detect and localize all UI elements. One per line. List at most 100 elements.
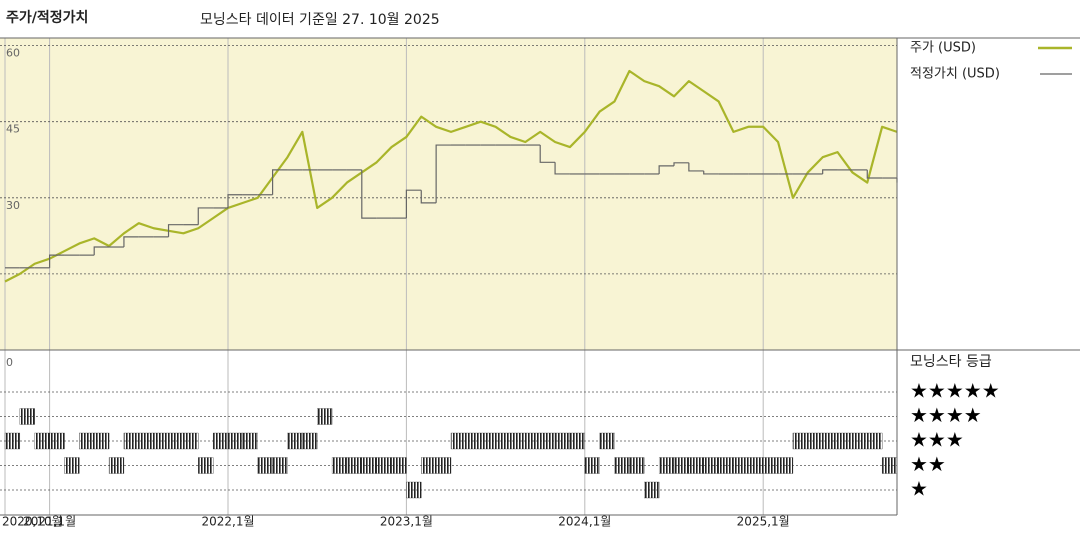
x-tick-label: 2025,1월: [737, 515, 790, 529]
rating-bar: [406, 481, 422, 499]
rating-bar: [718, 457, 734, 474]
rating-bar: [540, 432, 556, 450]
fair-value-step: [673, 162, 689, 166]
rating-bar: [257, 457, 273, 474]
rating-bar: [763, 457, 779, 474]
rating-bar: [153, 432, 169, 450]
legend-label: 적정가치 (USD): [910, 67, 1000, 82]
fair-value-step: [49, 254, 65, 268]
rating-bar: [183, 432, 199, 450]
rating-bar: [599, 432, 615, 450]
x-tick-label: 2021,1월: [23, 515, 76, 529]
fair-value-step: [93, 246, 110, 256]
star-label: ★★★★: [910, 403, 982, 427]
y-tick-label: 30: [6, 199, 20, 212]
rating-bar: [94, 432, 110, 450]
rating-bar: [242, 432, 258, 450]
star-label: ★★: [910, 452, 946, 476]
rating-bar: [138, 432, 154, 450]
rating-bar: [644, 481, 660, 499]
rating-bar: [49, 432, 65, 450]
fair-value-step: [539, 145, 556, 163]
rating-bar: [227, 432, 244, 450]
x-tick-label: 2022,1월: [201, 515, 254, 529]
rating-bar: [510, 432, 526, 450]
strip-title: 모닝스타 등급: [910, 354, 992, 370]
rating-bar: [837, 432, 853, 450]
rating-bar: [64, 457, 80, 474]
rating-bar: [584, 457, 600, 474]
rating-bar: [673, 457, 690, 474]
plot-background: [0, 38, 897, 350]
rating-bar: [822, 432, 838, 450]
star-label: ★★★: [910, 428, 964, 452]
rating-bar: [4, 432, 21, 450]
rating-bar: [658, 457, 675, 474]
rating-bar: [881, 457, 898, 474]
fair-value-step: [197, 207, 214, 225]
rating-bar: [435, 457, 452, 474]
rating-bar: [703, 457, 719, 474]
rating-bar: [19, 408, 35, 425]
rating-bar: [302, 432, 318, 450]
subtitle: 모닝스타 데이터 기준일 27. 10월 2025: [200, 12, 440, 28]
rating-bar: [391, 457, 407, 474]
fair-value-step: [405, 189, 422, 219]
rating-bar: [867, 432, 883, 450]
rating-bar: [198, 457, 214, 474]
y-tick-label: 45: [6, 123, 20, 136]
rating-bar: [554, 432, 571, 450]
rating-bar: [34, 432, 50, 450]
rating-bar: [777, 457, 794, 474]
rating-bar: [733, 457, 749, 474]
rating-bar: [331, 457, 348, 474]
rating-bar: [480, 432, 496, 450]
rating-bar: [287, 432, 303, 450]
strip-axis-label: 0: [6, 356, 13, 369]
y-tick-label: 60: [6, 47, 20, 60]
rating-bar: [807, 432, 823, 450]
rating-bar: [569, 432, 585, 450]
rating-bar: [272, 457, 288, 474]
x-tick-label: 2020,10월: [2, 515, 63, 529]
rating-bar: [629, 457, 645, 474]
fair-value-step: [167, 224, 184, 237]
rating-bar: [346, 457, 362, 474]
fair-value-step: [554, 162, 570, 175]
fair-value-step: [688, 162, 704, 172]
rating-bar: [317, 408, 333, 425]
fair-value-step: [866, 169, 883, 179]
price-line: [4, 69, 898, 283]
fair-value-step: [420, 190, 437, 204]
x-tick-label: 2024,1월: [558, 515, 611, 529]
rating-bar: [376, 457, 392, 474]
fair-value-step: [227, 194, 243, 208]
star-label: ★: [910, 477, 928, 501]
rating-bar: [361, 457, 377, 474]
rating-bar: [212, 432, 229, 450]
rating-bar: [792, 432, 808, 450]
rating-bar: [450, 432, 467, 450]
x-tick-label: 2023,1월: [380, 515, 433, 529]
rating-bar: [168, 432, 184, 450]
rating-bar: [748, 457, 764, 474]
rating-bar: [421, 457, 437, 474]
rating-bar: [108, 457, 125, 474]
fair-value-step: [272, 169, 288, 195]
star-label: ★★★★★: [910, 379, 1000, 403]
fair-value-step: [822, 169, 838, 174]
rating-bar: [465, 432, 481, 450]
rating-bar: [688, 457, 704, 474]
rating-bar: [614, 457, 630, 474]
fair-value-step: [123, 236, 139, 248]
legend-label: 주가 (USD): [910, 41, 976, 56]
rating-bar: [852, 432, 868, 450]
rating-bar: [79, 432, 95, 450]
rating-bar: [123, 432, 139, 450]
fair-value-step: [703, 170, 719, 175]
rating-bar: [495, 432, 511, 450]
fair-value-step: [361, 169, 377, 219]
fair-value-step: [658, 165, 674, 174]
fair-value-step: [435, 144, 451, 203]
